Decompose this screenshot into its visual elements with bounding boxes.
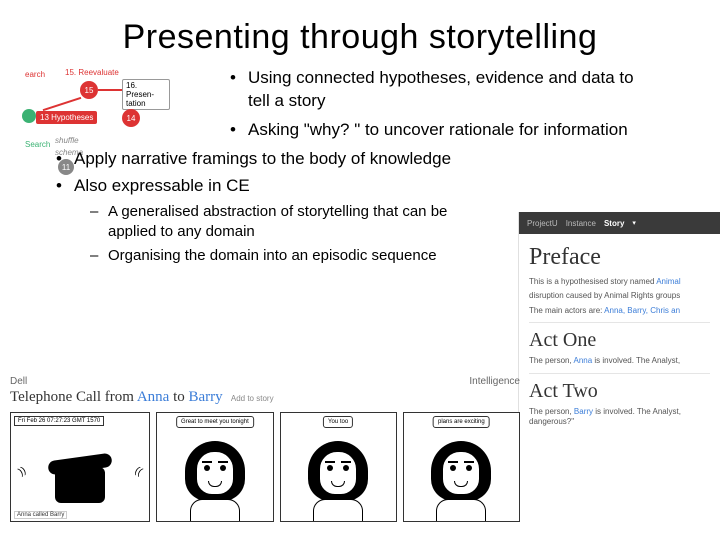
sub-bullet-item: A generalised abstraction of storytellin… xyxy=(90,202,480,243)
text-span: to xyxy=(169,389,188,405)
link-text[interactable]: Animal xyxy=(656,277,680,286)
text-span: is involved. The Analyst, xyxy=(593,407,681,416)
tab-project[interactable]: ProjectU xyxy=(527,219,558,228)
bullet-list-lower: Apply narrative framings to the body of … xyxy=(56,148,480,198)
diagram-node: 15 xyxy=(80,81,98,99)
preface-block: Preface This is a hypothesised story nam… xyxy=(519,234,720,433)
strip-header: Dell Intelligence xyxy=(10,376,520,387)
header-left: Dell xyxy=(10,376,27,387)
act-two-text: The person, Barry is involved. The Analy… xyxy=(529,407,710,417)
diagram-chip: 13 Hypotheses xyxy=(36,111,97,124)
face-icon xyxy=(426,435,496,521)
panel-row: Fri Feb 26 07:27:23 GMT 1570 )) (( Anna … xyxy=(10,412,520,522)
diagram-label: shuffle xyxy=(52,135,82,146)
tab-instance[interactable]: Instance xyxy=(566,219,596,228)
panel-caption: Anna called Barry xyxy=(14,511,67,519)
preface-panel: ProjectU Instance Story ▾ Preface This i… xyxy=(518,212,720,462)
comic-panel: plans are exciting xyxy=(403,412,520,522)
bullet-list-upper: Using connected hypotheses, evidence and… xyxy=(230,67,640,142)
sound-lines-icon: )) xyxy=(17,465,28,478)
sub-bullet-list: A generalised abstraction of storytellin… xyxy=(90,202,480,267)
face-icon xyxy=(180,435,250,521)
link-text[interactable]: Anna xyxy=(137,389,170,405)
preface-heading: Preface xyxy=(529,244,710,271)
diagram-node: 14 xyxy=(122,109,140,127)
diagram-node xyxy=(22,109,36,123)
phone-icon xyxy=(55,467,105,503)
page-title: Presenting through storytelling xyxy=(0,0,720,67)
diagram-label: 16. Presen-tation xyxy=(122,79,170,110)
tab-story[interactable]: Story xyxy=(604,219,624,228)
diagram-arrow xyxy=(43,97,82,111)
diagram-arrow xyxy=(98,89,122,91)
separator xyxy=(529,373,710,374)
text-span: Telephone Call from xyxy=(10,389,137,405)
add-to-story-link[interactable]: Add to story xyxy=(226,394,273,403)
preface-text: disruption caused by Animal Rights group… xyxy=(529,291,710,301)
sound-lines-icon: (( xyxy=(132,465,143,478)
text-span: The person, xyxy=(529,407,574,416)
preface-text: This is a hypothesised story named Anima… xyxy=(529,277,710,287)
text-span: is involved. The Analyst, xyxy=(592,356,680,365)
text-span: The main actors are: xyxy=(529,306,604,315)
bullet-item: Using connected hypotheses, evidence and… xyxy=(230,67,640,113)
text-span: The person, xyxy=(529,356,573,365)
link-text[interactable]: Anna xyxy=(573,356,592,365)
chevron-down-icon: ▾ xyxy=(632,219,636,227)
comic-panel: You too xyxy=(280,412,397,522)
sub-bullet-item: Organising the domain into an episodic s… xyxy=(90,246,480,266)
bullet-item: Apply narrative framings to the body of … xyxy=(56,148,480,171)
diagram-label: 15. Reevaluate xyxy=(62,67,122,78)
act-one-text: The person, Anna is involved. The Analys… xyxy=(529,356,710,366)
speech-bubble: plans are exciting xyxy=(433,416,490,428)
act-two-heading: Act Two xyxy=(529,380,710,403)
diagram-label: Search xyxy=(22,139,53,150)
text-span: This is a hypothesised story named xyxy=(529,277,656,286)
link-text[interactable]: Anna, Barry, Chris an xyxy=(604,306,680,315)
header-right: Intelligence xyxy=(469,376,520,387)
comic-panel: Fri Feb 26 07:27:23 GMT 1570 )) (( Anna … xyxy=(10,412,150,522)
bullet-item: Also expressable in CE xyxy=(56,175,480,198)
call-title: Telephone Call from Anna to Barry Add to… xyxy=(10,389,520,406)
separator xyxy=(529,322,710,323)
link-text[interactable]: Barry xyxy=(189,389,223,405)
act-two-trailing: dangerous?" xyxy=(529,417,710,427)
diagram-label: earch xyxy=(22,69,48,80)
bullet-item: Asking "why? " to uncover rationale for … xyxy=(230,119,640,142)
comic-panel: Great to meet you tonight xyxy=(156,412,273,522)
tab-bar: ProjectU Instance Story ▾ xyxy=(519,212,720,234)
comic-strip: Dell Intelligence Telephone Call from An… xyxy=(10,376,520,526)
speech-bubble: You too xyxy=(323,416,353,428)
act-one-heading: Act One xyxy=(529,329,710,352)
preface-text: The main actors are: Anna, Barry, Chris … xyxy=(529,306,710,316)
panel-date: Fri Feb 26 07:27:23 GMT 1570 xyxy=(14,416,104,426)
link-text[interactable]: Barry xyxy=(574,407,593,416)
face-icon xyxy=(303,435,373,521)
speech-bubble: Great to meet you tonight xyxy=(176,416,254,428)
